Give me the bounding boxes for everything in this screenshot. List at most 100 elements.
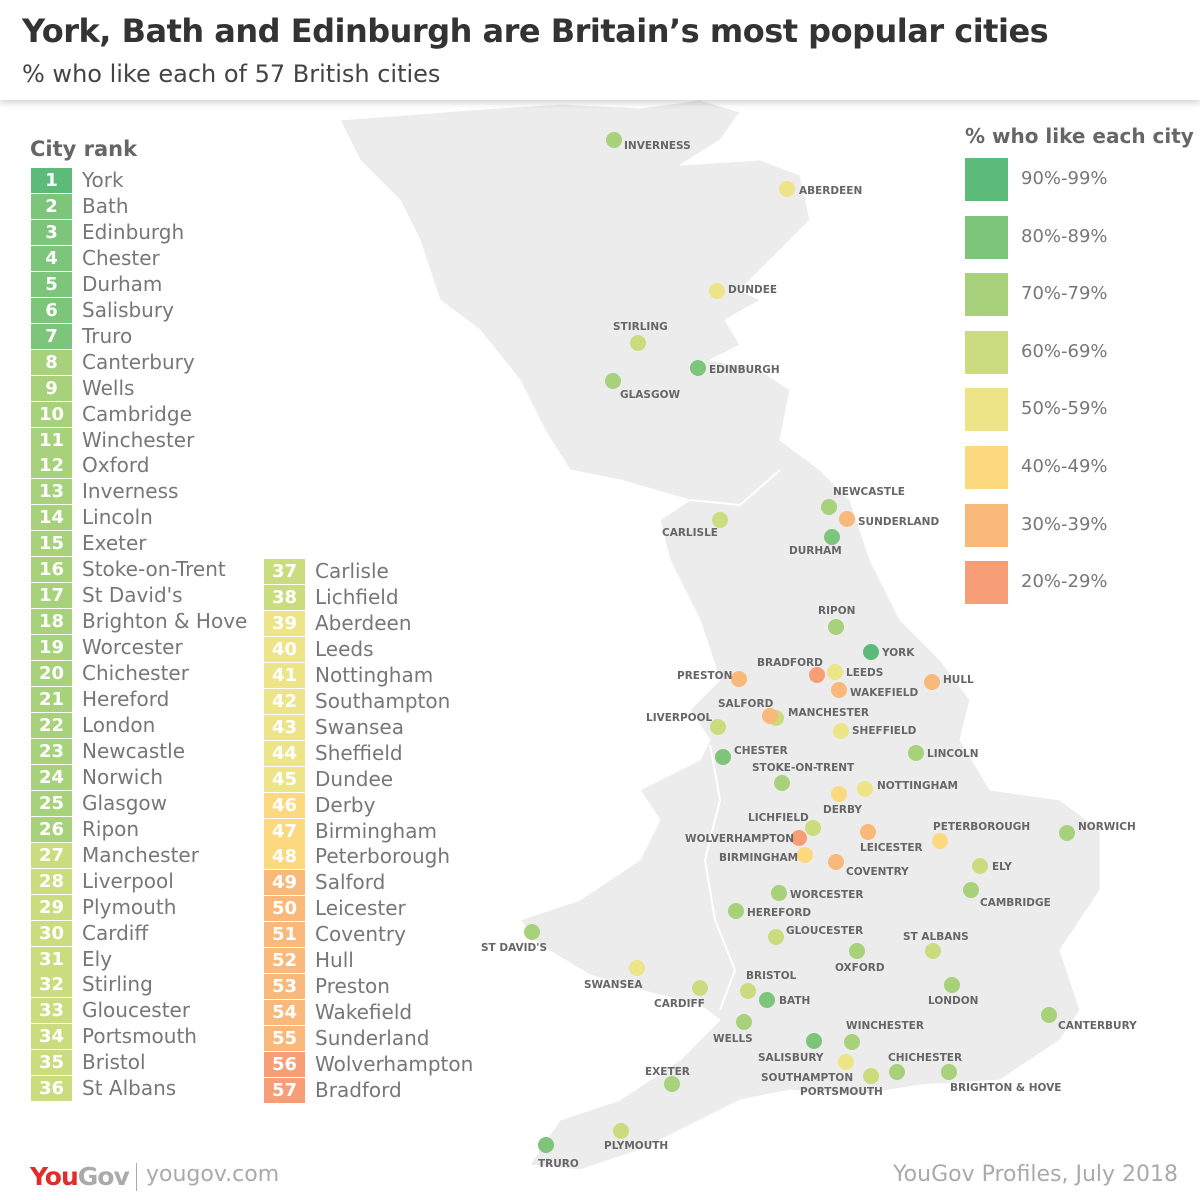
city-dot [827, 664, 843, 680]
city-marker: SALISBURY [758, 1033, 824, 1064]
rank-badge: 52 [264, 948, 305, 974]
city-map-label: BRIGHTON & HOVE [950, 1082, 1061, 1094]
rank-city-name: Edinburgh [82, 219, 185, 244]
city-map-label: LEEDS [846, 667, 883, 679]
rank-city-name: Bristol [82, 1050, 146, 1075]
city-dot [932, 833, 948, 849]
legend-label: 80%-89% [1021, 225, 1108, 247]
legend-label: 90%-99% [1021, 168, 1108, 189]
city-map-label: WOLVERHAMPTON [685, 833, 794, 845]
logo-gov: Gov [77, 1162, 130, 1191]
rank-city-name: St David's [82, 583, 183, 608]
rank-city-name: Leeds [315, 636, 374, 661]
rank-city-name: Ely [82, 946, 113, 971]
rank-city-name: London [82, 712, 156, 737]
rank-city-name: Preston [315, 974, 390, 999]
rank-badge: 11 [31, 427, 72, 453]
rank-city-name: Stoke-on-Trent [82, 557, 226, 582]
rank-city-name: Cardiff [82, 920, 149, 945]
legend-swatch [965, 561, 1008, 605]
city-marker: CARDIFF [654, 980, 708, 1010]
city-map-label: CARLISLE [662, 527, 718, 539]
city-marker: STIRLING [613, 321, 668, 351]
city-map-label: OXFORD [835, 962, 885, 974]
legend-label: 30%-39% [1021, 513, 1108, 535]
city-dot [524, 924, 540, 940]
rank-badge: 39 [264, 610, 305, 636]
city-marker: ABERDEEN [779, 181, 862, 197]
rank-city-name: Wolverhampton [315, 1052, 474, 1077]
rank-badge: 35 [31, 1050, 72, 1076]
city-marker: INVERNESS [606, 132, 691, 152]
rank-badge: 43 [264, 714, 305, 740]
city-map-label: CARDIFF [654, 998, 705, 1010]
rank-badge: 7 [31, 323, 72, 349]
city-dot [613, 1123, 629, 1139]
rank-city-name: Winchester [82, 427, 195, 452]
city-map-label: WELLS [713, 1033, 753, 1045]
city-dot [712, 512, 728, 528]
rank-badge: 3 [31, 219, 72, 245]
rank-city-name: Exeter [82, 531, 147, 556]
city-dot [762, 708, 778, 724]
legend-label: 60%-69% [1021, 340, 1108, 362]
city-dot [849, 943, 865, 959]
rank-city-name: Dundee [315, 766, 394, 791]
rank-badge: 24 [31, 764, 72, 790]
rank-badge: 25 [31, 790, 72, 816]
city-dot [538, 1137, 554, 1153]
rank-badge: 9 [31, 375, 72, 401]
city-dot [731, 671, 747, 687]
city-marker: EDINBURGH [690, 360, 780, 376]
city-marker: CANTERBURY [1041, 1007, 1137, 1032]
city-map-label: SALISBURY [758, 1052, 824, 1064]
city-map-label: WINCHESTER [846, 1020, 924, 1032]
city-map-label: BRISTOL [746, 970, 797, 982]
rank-city-name: Ripon [82, 816, 140, 841]
city-map-label: CHESTER [734, 745, 788, 757]
rank-badge: 41 [264, 662, 305, 688]
scotland-border [689, 469, 781, 507]
rank-badge: 27 [31, 842, 72, 868]
city-marker: BRIGHTON & HOVE [941, 1064, 1061, 1094]
city-dot [692, 980, 708, 996]
city-marker: LEICESTER [860, 824, 923, 854]
city-marker: NORWICH [1059, 821, 1136, 841]
city-dot [791, 830, 807, 846]
city-map-label: TRURO [538, 1158, 579, 1170]
city-map-label: BATH [779, 995, 810, 1007]
city-marker: PORTSMOUTH [800, 1068, 883, 1098]
rank-badge: 37 [264, 559, 305, 584]
city-dot [809, 667, 825, 683]
rank-badge: 1 [31, 168, 72, 193]
city-marker: DERBY [823, 786, 862, 816]
city-dot [774, 775, 790, 791]
rank-badge: 36 [31, 1076, 72, 1102]
footer-divider [136, 1163, 137, 1191]
legend-swatch [965, 388, 1008, 432]
rank-city-name: Hull [315, 948, 354, 973]
city-dot [759, 992, 775, 1008]
city-map-label: SOUTHAMPTON [761, 1072, 853, 1084]
rank-city-name: Norwich [82, 764, 164, 789]
city-marker: SALFORD [718, 698, 778, 724]
rank-city-name: Manchester [82, 842, 199, 867]
city-dot [630, 335, 646, 351]
city-dot [908, 745, 924, 761]
rank-badge: 40 [264, 636, 305, 662]
city-marker: GLOUCESTER [768, 925, 863, 945]
city-map-label: HULL [943, 674, 974, 686]
legend-label: 70%-79% [1021, 283, 1108, 305]
city-dot [728, 903, 744, 919]
rank-city-name: Derby [315, 792, 376, 817]
city-marker: ELY [972, 858, 1012, 874]
rank-city-name: Salisbury [82, 297, 174, 322]
rank-badge: 28 [31, 868, 72, 894]
rank-badge: 55 [264, 1026, 305, 1052]
legend-swatch [965, 330, 1008, 374]
city-map-label: PORTSMOUTH [800, 1086, 883, 1098]
city-dot [1059, 825, 1075, 841]
city-marker: LEEDS [827, 664, 883, 680]
city-map-label: PETERBOROUGH [933, 821, 1030, 833]
city-dot [736, 1014, 752, 1030]
